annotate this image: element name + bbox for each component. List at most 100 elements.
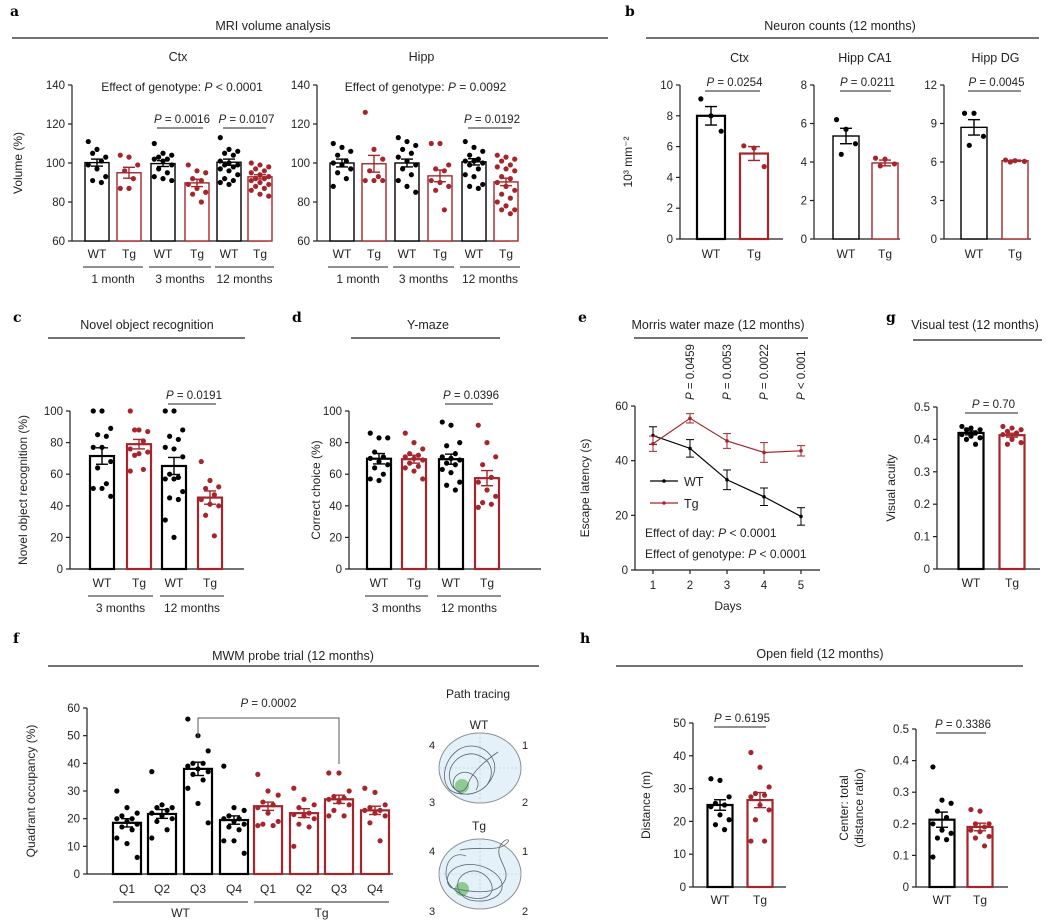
bar-group [88,408,116,571]
panel-letter-e: e [578,310,587,326]
bar-group [216,135,242,242]
data-point [488,501,494,507]
y-tick-label: 40 [329,501,342,513]
chart-e: 0 20 40 60 1 2 3 4 5 Days Escape latency (s) WT Tg P … [578,344,820,613]
x-tick-label: Tg [190,247,204,261]
data-point [114,835,120,841]
data-point [480,160,486,166]
data-point [103,174,109,180]
data-point [362,177,368,184]
effect-annotation: Effect of genotype: P < 0.0001 [645,547,807,561]
data-point [457,457,463,463]
pool-tg-q3: 3 [429,906,435,918]
chart-g: 0 0.1 0.2 0.3 0.4 0.5 Visual acuity WT Tg P = 0.7… [884,399,1040,590]
pool-tg-q1: 1 [522,846,528,858]
data-point [248,160,254,166]
bar [111,821,143,876]
data-point [134,810,140,816]
legend-label: Tg [684,497,699,511]
data-point [413,189,419,195]
data-point [385,435,391,441]
data-point [395,154,401,160]
platform-wt [455,779,469,793]
data-point [136,427,142,433]
y-tick-label: 0 [74,869,80,881]
data-point [217,166,223,172]
significance-bracket [197,717,340,764]
data-point [194,168,200,174]
data-point [718,128,724,134]
y-tick-label: 40 [615,456,628,468]
x-tick-label: Tg [367,247,381,261]
data-point [217,179,223,186]
data-point [270,802,276,808]
data-point [446,183,452,189]
chart-b-ctx: 0 2 4 6 8 10 10³ mm⁻² Ctx WT Tg P = 0.0254 [621,51,783,261]
data-point [462,138,468,145]
data-point [480,181,486,188]
data-point [752,817,759,823]
y-tick-label: 140 [46,80,65,92]
data-point [986,821,992,827]
data-point [980,133,987,139]
data-point [195,800,201,807]
data-point [934,808,941,814]
data-point [203,485,209,492]
x-tick-label: Tg [878,247,892,261]
pool-wt-q1: 1 [522,740,528,752]
y-tick-label: 4 [667,172,674,184]
data-point [231,805,237,811]
data-point [462,158,468,164]
x-tick-label: Tg [973,893,987,907]
bar [252,805,284,876]
data-point [331,807,337,813]
x-tick-label: 3 [724,580,730,592]
data-point [371,146,377,152]
bar-group [146,769,178,876]
x-tick-label: Q3 [331,882,347,896]
data-point [475,479,481,485]
data-point [221,763,227,769]
panel-e-title: Morris water maze (12 months) [632,318,805,332]
data-point [132,452,138,458]
data-point [377,838,383,844]
bar [960,126,988,240]
data-point [1021,158,1028,164]
x-tick-label: WT [165,576,184,590]
panel-letter-g: g [886,310,896,326]
bar [247,176,273,242]
data-point [94,166,100,172]
data-point [156,154,162,160]
data-point [930,821,936,827]
data-point [90,408,96,414]
data-point [261,185,267,191]
y-tick-label: 6 [667,142,673,154]
data-point [171,446,177,452]
effect-annotation: Effect of day: P < 0.0001 [645,526,777,540]
data-point [741,143,747,149]
y-axis-label: Volume (%) [11,132,25,194]
data-point [108,458,114,465]
x-tick-label: Q4 [226,882,242,896]
chart-title: Ctx [730,51,750,65]
data-point [939,827,945,833]
pool-tg: 4 1 3 2 [429,838,528,918]
data-point [145,449,151,455]
data-point [413,162,419,168]
data-point [124,805,130,811]
x-tick-label: Q2 [154,882,170,896]
data-point [428,140,434,147]
y-tick-label: 0.3 [914,467,930,479]
data-point [852,141,859,147]
data-point [151,156,157,162]
data-point [162,476,168,482]
group-label: Tg [314,906,328,920]
data-point [85,138,91,145]
day-p-value: P = 0.0022 [759,344,771,400]
data-point [748,794,754,800]
data-point [382,813,388,819]
data-point [330,183,336,189]
data-point [114,788,120,794]
data-point [185,763,191,769]
